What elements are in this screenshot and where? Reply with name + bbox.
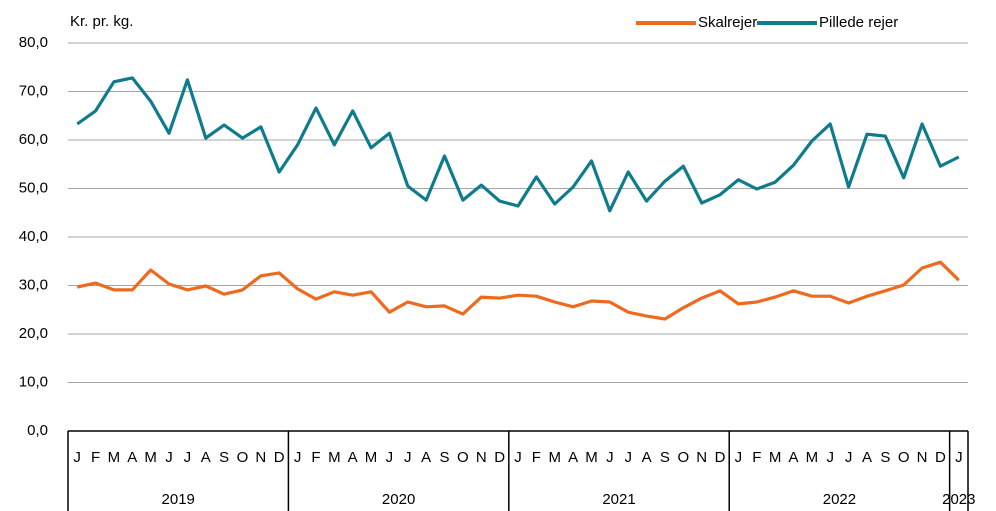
year-label: 2023	[942, 491, 975, 508]
year-label: 2022	[823, 491, 856, 508]
x-tick-label: O	[898, 449, 910, 466]
line-series	[76, 76, 960, 213]
x-tick-label: S	[219, 449, 229, 466]
x-tick-label: S	[440, 449, 450, 466]
y-tick-label: 80,0	[19, 34, 48, 51]
x-tick-label: J	[165, 449, 173, 466]
x-tick-label: A	[421, 449, 431, 466]
year-label: 2019	[162, 491, 195, 508]
x-tick-label: F	[91, 449, 100, 466]
year-label: 2021	[602, 491, 635, 508]
x-tick-label: J	[955, 449, 963, 466]
y-tick-label: 40,0	[19, 228, 48, 245]
x-tick-label: N	[917, 449, 928, 466]
x-tick-label: M	[108, 449, 121, 466]
y-axis-label: Kr. pr. kg.	[70, 13, 133, 30]
x-tick-label: D	[935, 449, 946, 466]
x-tick-label: M	[548, 449, 561, 466]
x-tick-label: O	[677, 449, 689, 466]
x-tick-label: J	[184, 449, 192, 466]
x-tick-label: N	[476, 449, 487, 466]
x-tick-label: J	[294, 449, 302, 466]
x-tick-label: A	[127, 449, 137, 466]
y-tick-label: 10,0	[19, 373, 48, 390]
y-tick-label: 0,0	[27, 422, 48, 439]
x-tick-label: N	[255, 449, 266, 466]
x-tick-label: S	[660, 449, 670, 466]
x-tick-label: D	[715, 449, 726, 466]
x-tick-label: D	[274, 449, 285, 466]
legend-label: Skalrejer	[698, 14, 757, 31]
x-tick-label: F	[311, 449, 320, 466]
year-label: 2020	[382, 491, 415, 508]
x-tick-label: J	[735, 449, 743, 466]
line-series	[76, 260, 960, 321]
x-tick-label: O	[237, 449, 249, 466]
x-tick-label: F	[752, 449, 761, 466]
x-tick-label: M	[769, 449, 782, 466]
x-tick-label: J	[514, 449, 522, 466]
x-tick-label: A	[642, 449, 652, 466]
x-tick-label: M	[328, 449, 341, 466]
y-tick-label: 70,0	[19, 82, 48, 99]
x-tick-label: M	[585, 449, 598, 466]
x-tick-label: A	[348, 449, 358, 466]
x-tick-label: J	[386, 449, 394, 466]
x-tick-label: M	[144, 449, 157, 466]
x-tick-label: S	[880, 449, 890, 466]
x-tick-label: A	[789, 449, 799, 466]
legend-label: Pillede rejer	[819, 14, 898, 31]
x-tick-label: N	[696, 449, 707, 466]
x-tick-label: J	[624, 449, 632, 466]
x-tick-label: J	[606, 449, 614, 466]
x-tick-label: J	[826, 449, 834, 466]
x-tick-label: A	[201, 449, 211, 466]
x-tick-label: O	[457, 449, 469, 466]
x-tick-label: F	[532, 449, 541, 466]
x-tick-label: J	[845, 449, 853, 466]
x-tick-label: M	[806, 449, 819, 466]
x-tick-label: D	[494, 449, 505, 466]
y-tick-label: 50,0	[19, 179, 48, 196]
y-tick-label: 20,0	[19, 325, 48, 342]
x-tick-label: J	[73, 449, 81, 466]
y-tick-label: 30,0	[19, 276, 48, 293]
x-tick-label: J	[404, 449, 412, 466]
x-tick-label: M	[365, 449, 378, 466]
x-tick-label: A	[568, 449, 578, 466]
y-tick-label: 60,0	[19, 131, 48, 148]
x-tick-label: A	[862, 449, 872, 466]
